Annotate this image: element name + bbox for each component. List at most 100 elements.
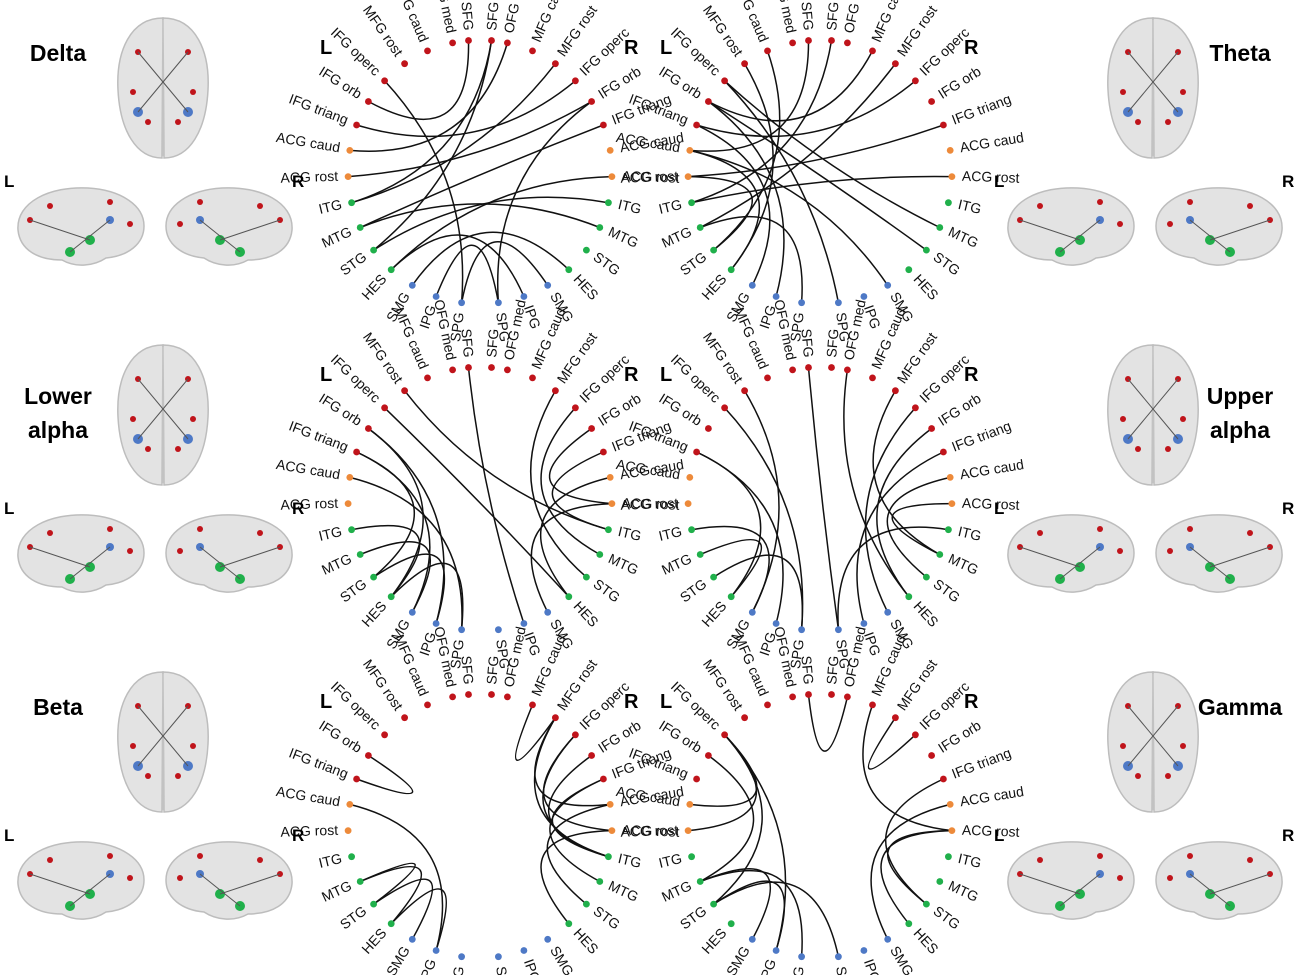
- region-label: SFG: [483, 655, 501, 685]
- region-node: [495, 953, 502, 961]
- connection-link: [368, 40, 470, 120]
- connection-link: [349, 476, 463, 630]
- region-label: OFG med: [771, 0, 799, 34]
- region-node: [772, 620, 780, 627]
- region-label: IFG orb: [316, 717, 365, 756]
- region-node: [370, 246, 377, 254]
- region-node: [401, 60, 408, 68]
- region-node: [869, 47, 876, 55]
- region-label: ITG: [617, 850, 643, 871]
- region-node: [387, 920, 395, 928]
- region-node: [365, 752, 372, 759]
- region-node: [805, 364, 812, 371]
- region-label: ACG rost: [280, 495, 338, 513]
- connection-link: [349, 803, 444, 951]
- region-label: MTG: [946, 223, 981, 251]
- region-node: [892, 60, 899, 68]
- region-node: [552, 387, 559, 395]
- region-label: ITG: [317, 523, 343, 544]
- region-node: [686, 147, 694, 154]
- region-label: SMG: [723, 943, 753, 975]
- region-node: [789, 693, 796, 701]
- region-label: ACG rost: [280, 168, 338, 186]
- region-node: [710, 573, 717, 581]
- region-label: IPG: [756, 957, 779, 975]
- connection-link: [699, 538, 763, 598]
- region-node: [529, 47, 536, 55]
- connection-link: [534, 717, 611, 807]
- region-label: STG: [931, 903, 964, 933]
- region-node: [869, 701, 876, 709]
- region-node: [381, 77, 388, 85]
- brain-side-view-icon: [1007, 514, 1135, 593]
- region-node: [705, 752, 712, 759]
- region-label: IPG: [416, 957, 439, 975]
- region-node: [365, 425, 372, 432]
- connection-link: [856, 451, 944, 624]
- region-label: HES: [911, 598, 942, 630]
- circle-left-letter: L: [660, 691, 672, 713]
- connection-link: [867, 717, 916, 770]
- region-node: [572, 731, 579, 739]
- connection-link: [691, 175, 952, 204]
- region-label: MTG: [319, 877, 354, 905]
- region-node: [365, 98, 372, 105]
- connection-link: [496, 100, 593, 303]
- region-node: [686, 474, 694, 481]
- connection-link: [691, 525, 770, 613]
- region-node: [696, 551, 704, 558]
- region-node: [684, 500, 692, 507]
- region-label: ITG: [657, 850, 683, 871]
- region-label: ACG rost: [622, 168, 680, 186]
- region-node: [488, 37, 495, 44]
- region-node: [835, 299, 842, 307]
- circle-right-letter: R: [624, 364, 639, 386]
- connection-link: [351, 63, 556, 204]
- region-node: [520, 947, 528, 954]
- connection-link: [549, 778, 604, 883]
- connection-link: [373, 878, 434, 940]
- region-label: IFG triang: [287, 418, 351, 455]
- brain-side-view-icon: [17, 841, 145, 920]
- brain-left-letter: L: [4, 172, 15, 191]
- region-node: [408, 935, 416, 943]
- region-node: [940, 448, 947, 456]
- region-label: ACG rost: [962, 168, 1020, 186]
- connection-link: [540, 829, 612, 925]
- region-node: [408, 281, 416, 289]
- connection-link: [373, 553, 446, 624]
- connection-link: [390, 562, 464, 630]
- region-node: [401, 714, 408, 722]
- region-label: SPG: [833, 638, 853, 670]
- connection-link: [467, 367, 525, 624]
- region-node: [835, 953, 842, 961]
- brain-top-view-icon: [117, 17, 209, 159]
- region-node: [544, 608, 552, 616]
- connection-link: [699, 63, 896, 229]
- region-label: MTG: [606, 877, 641, 905]
- region-node: [424, 701, 431, 709]
- brain-right-letter: R: [1282, 172, 1295, 191]
- connection-link: [713, 880, 786, 951]
- region-label: ACG rost: [962, 822, 1020, 840]
- region-node: [688, 853, 695, 861]
- band-label: Lower alpha: [8, 379, 108, 447]
- region-label: SFG: [483, 328, 501, 358]
- region-node: [520, 293, 528, 300]
- region-node: [605, 526, 612, 534]
- region-label: HES: [358, 925, 389, 957]
- region-label: MTG: [659, 223, 694, 251]
- region-label: SFG: [823, 328, 841, 358]
- connection-link: [713, 50, 781, 251]
- region-node: [805, 37, 812, 44]
- band-label-line: Upper: [1206, 383, 1274, 409]
- region-node: [688, 199, 695, 207]
- region-node: [529, 701, 536, 709]
- connection-link: [351, 524, 421, 598]
- region-label: IFG orb: [935, 63, 984, 102]
- region-node: [572, 404, 579, 412]
- connection-link: [359, 203, 601, 229]
- region-label: STG: [337, 903, 370, 933]
- region-label: IFG orb: [316, 390, 365, 429]
- region-label: SFG: [823, 655, 841, 685]
